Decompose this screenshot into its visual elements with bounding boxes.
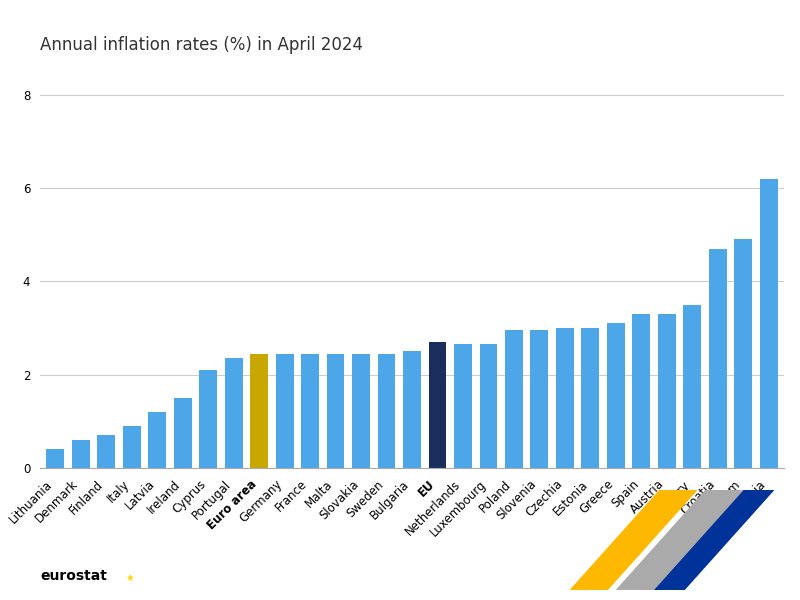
Bar xyxy=(148,412,166,468)
Polygon shape xyxy=(646,490,774,590)
Bar xyxy=(123,426,141,468)
Bar xyxy=(98,436,115,468)
Bar xyxy=(760,179,778,468)
Bar xyxy=(225,358,242,468)
Text: ★: ★ xyxy=(126,573,134,583)
Text: Annual inflation rates (%) in April 2024: Annual inflation rates (%) in April 2024 xyxy=(40,36,363,54)
Bar xyxy=(250,353,268,468)
Bar xyxy=(378,353,395,468)
Bar xyxy=(199,370,217,468)
Bar xyxy=(326,353,345,468)
Bar xyxy=(301,353,319,468)
Bar xyxy=(582,328,599,468)
Bar xyxy=(454,344,472,468)
Bar xyxy=(429,342,446,468)
Polygon shape xyxy=(616,490,744,590)
Polygon shape xyxy=(570,490,698,590)
Bar xyxy=(276,353,294,468)
Bar xyxy=(556,328,574,468)
Bar xyxy=(683,305,701,468)
Bar xyxy=(658,314,676,468)
Bar xyxy=(505,331,523,468)
Bar xyxy=(607,323,625,468)
Bar xyxy=(632,314,650,468)
Bar xyxy=(479,344,498,468)
Bar xyxy=(174,398,192,468)
Text: eurostat: eurostat xyxy=(40,569,107,583)
Bar xyxy=(352,353,370,468)
Bar xyxy=(709,248,726,468)
Bar xyxy=(403,352,421,468)
Bar xyxy=(530,331,548,468)
Bar xyxy=(46,449,64,468)
Bar xyxy=(734,239,752,468)
Bar xyxy=(72,440,90,468)
